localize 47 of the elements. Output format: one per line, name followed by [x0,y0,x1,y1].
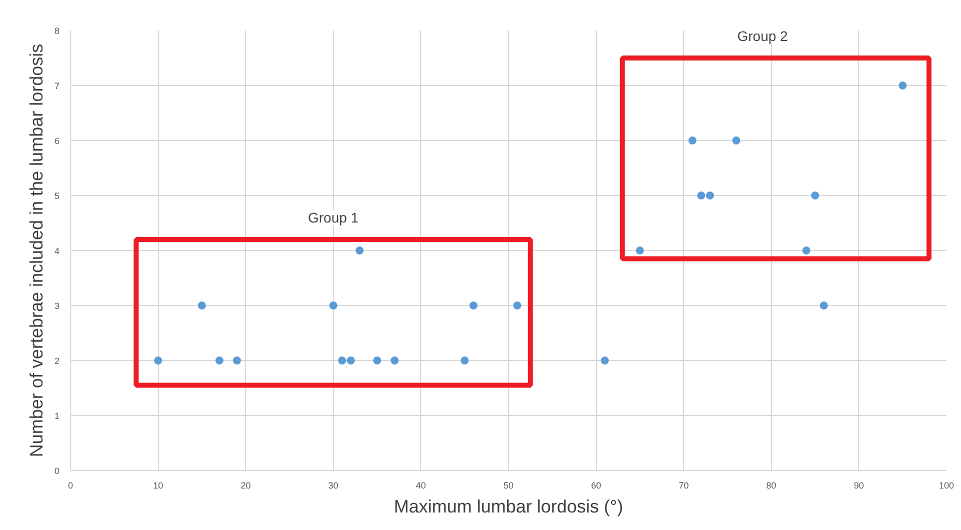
y-tick-label: 8 [54,26,60,36]
point [811,192,820,200]
point [329,302,338,310]
y-tick-label: 5 [54,191,60,201]
y-tick-label: 1 [54,411,60,421]
point [356,246,364,254]
x-tick-label: 0 [68,480,74,490]
point [600,356,609,364]
point [338,356,346,364]
point [390,356,399,364]
y-tick-label: 7 [54,81,60,91]
y-tick-label: 2 [54,356,60,366]
point [373,356,382,364]
x-tick-label: 10 [153,480,164,490]
point [706,192,714,200]
x-tick-label: 100 [938,480,954,490]
y-axis-title: Number of vertebrae included in the lumbar lordosis [26,44,46,458]
point [154,356,162,364]
point [697,192,706,200]
point [198,302,206,310]
x-axis-title: Maximum lumbar lordosis (°) [394,496,624,516]
x-tick-label: 80 [766,480,776,490]
point [346,356,355,364]
point [732,136,740,144]
point [802,246,810,254]
annotation: Group 1 [308,210,359,226]
point [513,302,522,310]
point [898,82,907,90]
x-tick-label: 50 [503,480,514,490]
x-tick-label: 90 [854,480,864,490]
point [636,246,644,254]
point [820,302,828,310]
y-tick-label: 4 [54,246,60,256]
x-tick-label: 60 [591,480,602,490]
x-tick-label: 30 [328,480,338,490]
y-tick-label: 3 [54,301,60,311]
y-tick-label: 0 [54,466,60,476]
annotation: Group 2 [737,28,788,44]
point [215,356,224,364]
point [688,136,696,144]
point [232,356,241,364]
y-tick-label: 6 [54,136,60,146]
x-tick-label: 70 [678,480,689,490]
x-tick-label: 20 [240,480,251,490]
point [460,356,469,364]
x-tick-label: 40 [416,480,426,490]
point [469,302,478,310]
